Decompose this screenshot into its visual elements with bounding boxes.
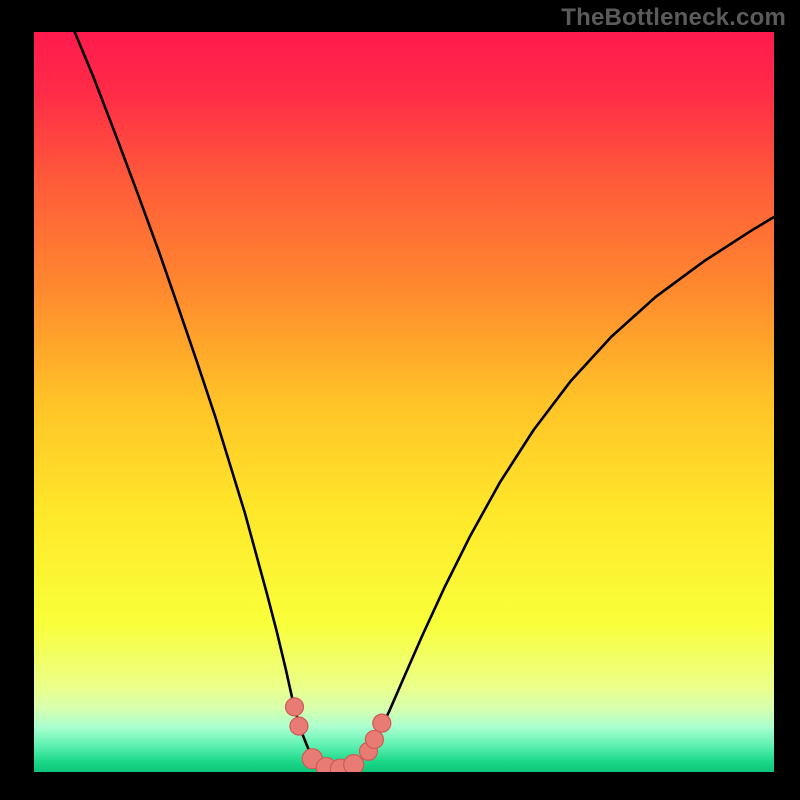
curve-marker (285, 698, 303, 716)
figure-canvas: TheBottleneck.com (0, 0, 800, 800)
chart-svg (34, 32, 774, 772)
watermark-text: TheBottleneck.com (561, 4, 786, 32)
curve-marker (365, 730, 383, 748)
plot-area (34, 32, 774, 772)
curve-marker (290, 717, 308, 735)
curve-marker (344, 755, 364, 772)
gradient-background (34, 32, 774, 772)
curve-marker (373, 714, 391, 732)
